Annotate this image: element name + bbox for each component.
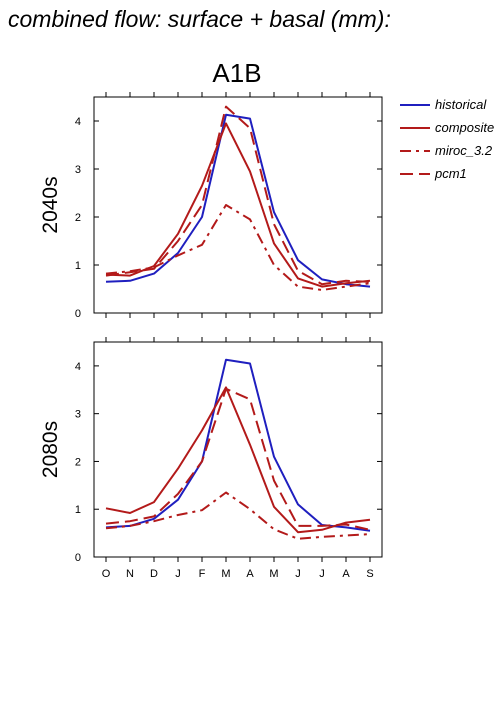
chart-panel-2040s: 0 1 2 3 4 2040s: [39, 92, 383, 320]
x-tick-label: A: [246, 568, 254, 580]
x-tick-label: F: [199, 568, 206, 580]
panel-label: 2080s: [39, 421, 62, 478]
x-tick-label: D: [150, 568, 158, 580]
y-tick-label: 4: [75, 361, 81, 373]
legend-item: pcm1: [400, 166, 467, 181]
y-tick-label: 0: [75, 308, 81, 320]
x-tick-label: J: [295, 568, 301, 580]
y-tick-label: 0: [75, 552, 81, 564]
x-tick-label: O: [102, 568, 111, 580]
legend-item: composite: [400, 120, 494, 135]
series-line-miroc-3-2: [105, 204, 371, 291]
legend-label: composite: [435, 120, 494, 135]
y-tick-label: 1: [75, 504, 81, 516]
x-tick-label: M: [269, 568, 278, 580]
chart-panel-2080s: 0 1 2 3 4 O N D J F M A M J J A S 2080s: [39, 337, 383, 580]
legend-label: pcm1: [434, 166, 467, 181]
page-title: combined flow: surface + basal (mm):: [8, 6, 391, 32]
series-line-miroc-3-2: [105, 491, 371, 540]
panels-layer: 0 1 2 3 4 2040s 0 1 2 3 4 O N D J F M A M J J A S 2080s: [39, 92, 383, 580]
series-line-pcm1: [105, 387, 371, 531]
legend-item: historical: [400, 97, 487, 112]
legend-label: historical: [435, 97, 487, 112]
y-tick-label: 2: [75, 456, 81, 468]
series-line-pcm1: [105, 105, 371, 286]
x-tick-label: S: [366, 568, 373, 580]
panel-label: 2040s: [39, 176, 62, 233]
x-tick-label: N: [126, 568, 134, 580]
series-line-historical: [105, 113, 371, 288]
x-tick-label: J: [319, 568, 325, 580]
y-tick-label: 1: [75, 260, 81, 272]
scenario-label: A1B: [212, 58, 262, 88]
plot-frame: [93, 96, 383, 314]
x-tick-label: A: [342, 568, 350, 580]
y-tick-label: 2: [75, 212, 81, 224]
series-line-composite: [105, 122, 371, 288]
y-tick-label: 3: [75, 164, 81, 176]
x-tick-label: J: [175, 568, 181, 580]
y-tick-label: 4: [75, 116, 81, 128]
series-line-composite: [105, 386, 371, 534]
legend-item: miroc_3.2: [400, 143, 493, 158]
legend: historical composite miroc_3.2 pcm1: [400, 97, 494, 181]
y-tick-label: 3: [75, 409, 81, 421]
plot-frame: [93, 341, 383, 558]
legend-label: miroc_3.2: [435, 143, 493, 158]
x-tick-label: M: [221, 568, 230, 580]
